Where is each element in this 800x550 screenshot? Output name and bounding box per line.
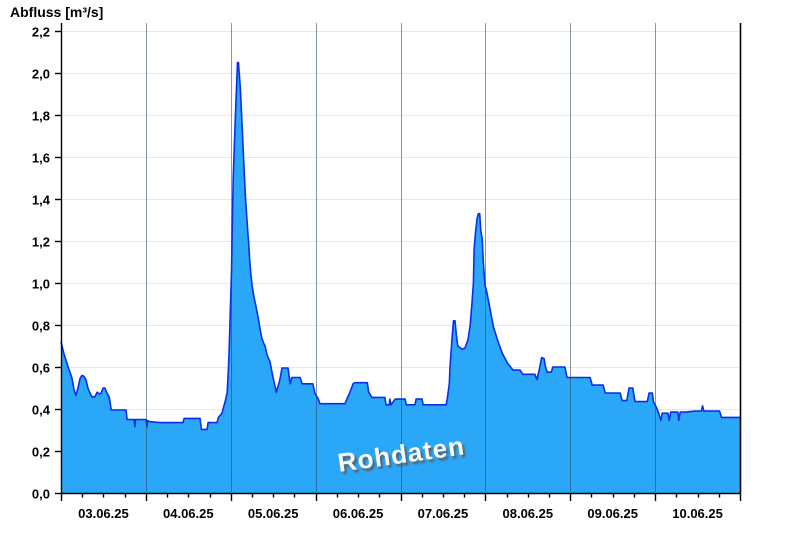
x-tick-label: 03.06.25 bbox=[78, 506, 129, 521]
y-tick-label: 2,2 bbox=[32, 25, 50, 40]
y-tick-label: 0,0 bbox=[32, 487, 50, 502]
discharge-line bbox=[60, 61, 740, 431]
chart-title: Abfluss [m³/s] bbox=[10, 4, 104, 20]
y-tick-label: 1,8 bbox=[32, 109, 50, 124]
y-tick-label: 1,2 bbox=[32, 235, 50, 250]
y-tick-label: 1,4 bbox=[32, 193, 51, 208]
y-tick-label: 1,6 bbox=[32, 151, 50, 166]
x-tick-label: 10.06.25 bbox=[672, 506, 723, 521]
x-tick-label: 06.06.25 bbox=[333, 506, 384, 521]
x-tick-label: 04.06.25 bbox=[163, 506, 214, 521]
x-tick-label: 09.06.25 bbox=[587, 506, 638, 521]
discharge-area bbox=[61, 62, 740, 493]
y-tick-label: 2,0 bbox=[32, 67, 50, 82]
y-tick-label: 0,8 bbox=[32, 319, 50, 334]
y-tick-label: 0,4 bbox=[32, 403, 51, 418]
y-tick-label: 0,6 bbox=[32, 361, 50, 376]
x-tick-label: 05.06.25 bbox=[248, 506, 299, 521]
x-tick-label: 08.06.25 bbox=[503, 506, 554, 521]
x-tick-label: 07.06.25 bbox=[418, 506, 469, 521]
y-tick-label: 0,2 bbox=[32, 445, 50, 460]
y-tick-label: 1,0 bbox=[32, 277, 50, 292]
